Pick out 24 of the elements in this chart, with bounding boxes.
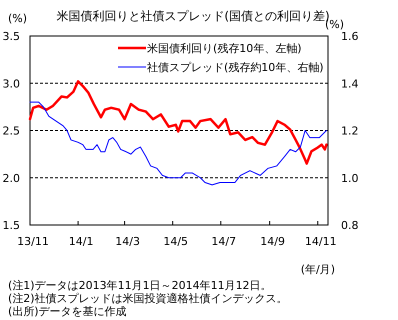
- xtick: 14/7: [211, 235, 236, 248]
- xtick: 14/3: [115, 235, 140, 248]
- annotation: (出所)データを基に作成: [8, 305, 127, 318]
- ylabel: (%): [8, 12, 28, 25]
- annotation: (注2)社債スプレッドは米国投資適格社債インデックス。: [8, 292, 288, 305]
- ytick: 2.0: [2, 172, 20, 185]
- legend-label: 社債スプレッド(残存約10年、右軸): [147, 61, 324, 74]
- xtick: 14/5: [163, 235, 188, 248]
- y2tick: 1.4: [341, 77, 358, 90]
- xtick: 13/11: [17, 235, 49, 248]
- xtick: 14/9: [260, 235, 286, 248]
- legend-label: 米国債利回り(残存10年、左軸): [147, 42, 302, 55]
- xlabel: (年/月): [300, 263, 335, 276]
- xtick: 14/1: [68, 235, 94, 248]
- annotation: (注1)データは2013年11月1日～2014年11月12日。: [8, 279, 272, 292]
- y2tick: 0.8: [341, 219, 358, 232]
- ytick: 3.0: [2, 77, 20, 90]
- ytick: 3.5: [2, 30, 20, 43]
- y2tick: 1.0: [341, 172, 358, 185]
- y2tick: 1.2: [341, 124, 358, 138]
- ytick: 2.5: [2, 124, 20, 138]
- y2tick: 1.6: [341, 30, 358, 43]
- xtick: 14/11: [304, 235, 337, 248]
- ytick: 1.5: [2, 219, 20, 232]
